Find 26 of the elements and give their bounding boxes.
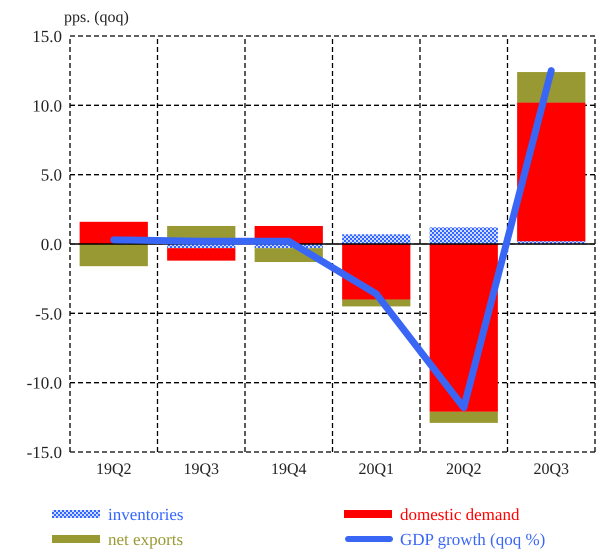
bar <box>342 244 410 300</box>
x-tick-label: 19Q3 <box>183 461 220 478</box>
legend-label: inventories <box>108 504 184 524</box>
y-tick-label: -5.0 <box>35 304 62 324</box>
legend-label: GDP growth (qoq %) <box>400 530 546 549</box>
legend-label: net exports <box>108 530 184 549</box>
bar <box>430 412 498 423</box>
y-tick-label: 0.0 <box>40 234 62 254</box>
bar <box>517 102 586 242</box>
y-axis-title: pps. (qoq) <box>64 9 129 26</box>
y-tick-label: 5.0 <box>40 166 62 185</box>
bar <box>342 234 410 244</box>
y-tick-label: 15.0 <box>32 26 62 46</box>
x-tick-label: 20Q2 <box>446 461 482 478</box>
y-tick-label: -10.0 <box>26 374 62 393</box>
x-tick-label: 20Q1 <box>358 461 394 478</box>
x-tick-label: 19Q2 <box>96 461 132 478</box>
bar <box>517 241 586 244</box>
y-tick-label: -15.0 <box>26 442 62 462</box>
x-tick-label: 19Q4 <box>270 461 307 478</box>
bar <box>167 248 236 261</box>
bar <box>430 227 498 244</box>
bar <box>80 244 148 266</box>
x-tick-label: 20Q3 <box>533 461 570 478</box>
y-tick-label: 10.0 <box>32 96 62 116</box>
legend-label: domestic demand <box>400 504 520 524</box>
